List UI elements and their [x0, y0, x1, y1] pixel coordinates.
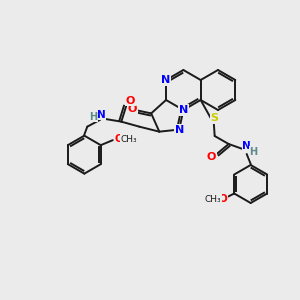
Text: N: N	[175, 124, 184, 135]
Text: N: N	[161, 75, 171, 85]
Text: H: H	[250, 147, 258, 157]
Text: N: N	[242, 141, 251, 151]
Text: N: N	[179, 105, 188, 115]
Text: H: H	[89, 112, 98, 122]
Text: O: O	[128, 104, 137, 114]
Text: N: N	[97, 110, 106, 120]
Text: CH₃: CH₃	[205, 195, 221, 204]
Text: O: O	[114, 134, 123, 144]
Text: O: O	[207, 152, 216, 162]
Text: S: S	[211, 113, 219, 123]
Text: O: O	[219, 194, 228, 205]
Text: O: O	[126, 96, 135, 106]
Text: CH₃: CH₃	[121, 135, 137, 144]
